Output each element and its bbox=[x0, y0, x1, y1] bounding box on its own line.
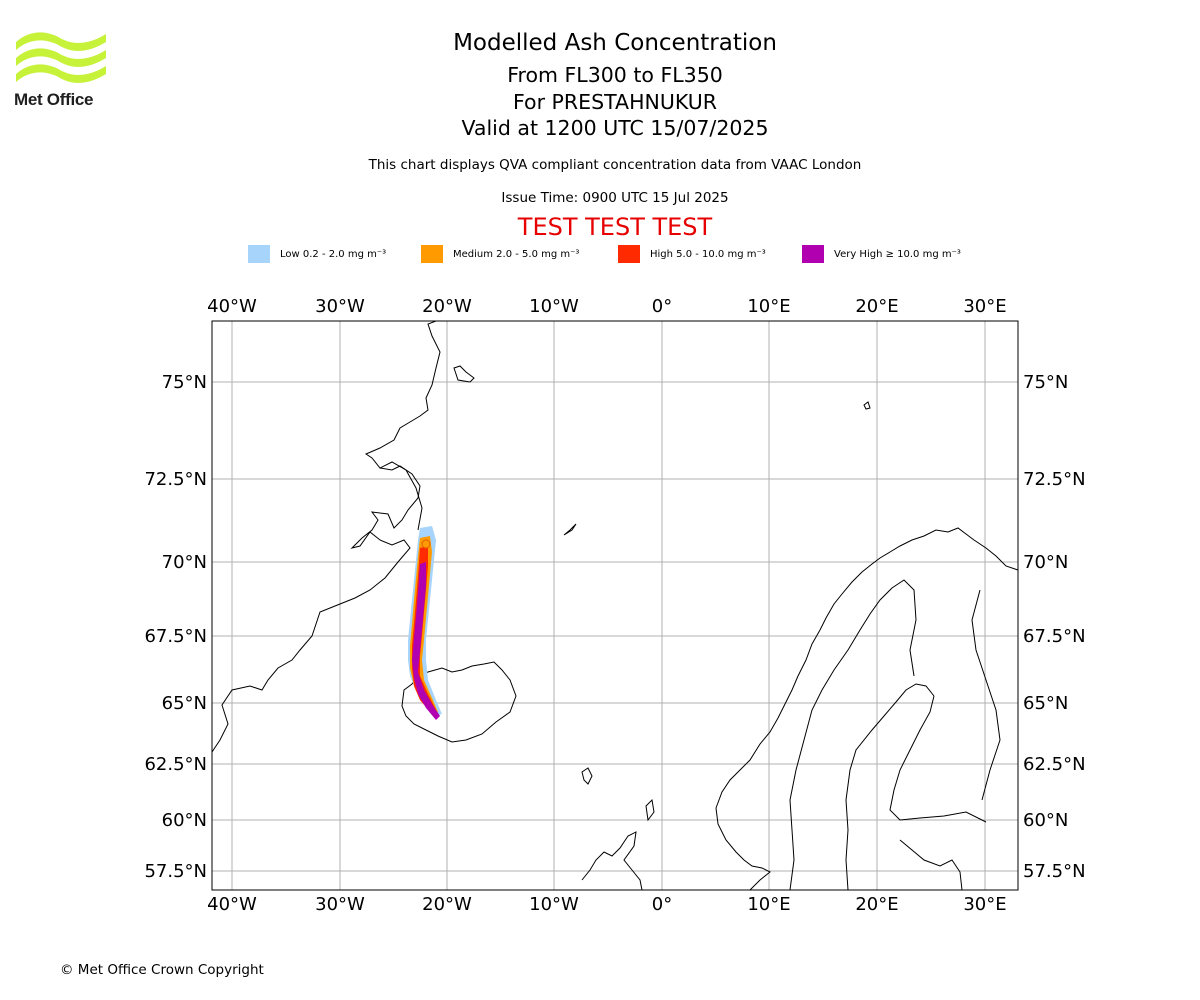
lat-tick-label-right: 65°N bbox=[1023, 693, 1068, 714]
qva-note: This chart displays QVA compliant concen… bbox=[368, 157, 862, 173]
lon-tick-label-top: 20°W bbox=[422, 296, 472, 317]
lat-tick-label-left: 70°N bbox=[162, 552, 207, 573]
flight-level-range: From FL300 to FL350 bbox=[507, 63, 723, 87]
graticule bbox=[212, 321, 1018, 890]
lon-tick-label-top: 0° bbox=[652, 296, 672, 317]
legend-label-high: High 5.0 - 10.0 mg m⁻³ bbox=[650, 248, 766, 260]
met-office-logo: Met Office bbox=[14, 30, 108, 112]
coast-greenland-fjord bbox=[379, 461, 423, 531]
legend-item-low: Low 0.2 - 2.0 mg m⁻³ bbox=[248, 244, 386, 264]
legend-label-very-high: Very High ≥ 10.0 mg m⁻³ bbox=[834, 248, 961, 260]
legend: Low 0.2 - 2.0 mg m⁻³ Medium 2.0 - 5.0 mg… bbox=[0, 244, 1200, 264]
logo-text: Met Office bbox=[14, 90, 94, 109]
coast-shetland bbox=[645, 798, 655, 822]
legend-item-high: High 5.0 - 10.0 mg m⁻³ bbox=[618, 244, 766, 264]
border-finland-russia bbox=[971, 589, 1001, 801]
lon-tick-label-bottom: 10°W bbox=[529, 894, 579, 915]
coast-baltic-east bbox=[899, 839, 963, 890]
test-banner: TEST TEST TEST bbox=[517, 213, 713, 241]
lon-tick-label-top: 30°W bbox=[315, 296, 365, 317]
lat-tick-label-left: 57.5°N bbox=[144, 861, 207, 882]
coast-jan-mayen bbox=[563, 523, 577, 536]
lon-tick-label-top: 10°W bbox=[529, 296, 579, 317]
legend-swatch-high bbox=[618, 245, 640, 263]
map-frame bbox=[211, 320, 1019, 891]
latitude-labels-left: 75°N 72.5°N 70°N 67.5°N 65°N 62.5°N 60°N 57.5°N bbox=[144, 372, 207, 882]
lat-tick-label-right: 57.5°N bbox=[1023, 861, 1086, 882]
ash-very-high bbox=[412, 562, 440, 720]
longitude-labels-bottom: 40°W 30°W 20°W 10°W 0° 10°E 20°E 30°E bbox=[207, 894, 1006, 915]
coast-faroe bbox=[581, 767, 593, 785]
legend-swatch-very-high bbox=[802, 245, 824, 263]
coast-finland bbox=[889, 695, 987, 823]
lon-tick-label-top: 40°W bbox=[207, 296, 257, 317]
legend-swatch-low bbox=[248, 245, 270, 263]
copyright: © Met Office Crown Copyright bbox=[60, 962, 264, 978]
lat-tick-label-right: 62.5°N bbox=[1023, 754, 1086, 775]
volcano-source-marker bbox=[421, 539, 431, 549]
coast-bear-island bbox=[863, 401, 871, 410]
legend-item-very-high: Very High ≥ 10.0 mg m⁻³ bbox=[802, 244, 961, 264]
met-office-waves-icon bbox=[16, 32, 106, 83]
legend-swatch-medium bbox=[421, 245, 443, 263]
coast-greenland-island bbox=[453, 365, 475, 383]
lon-tick-label-bottom: 30°E bbox=[963, 894, 1006, 915]
volcano-name: For PRESTAHNUKUR bbox=[513, 90, 717, 114]
coast-scotland bbox=[581, 831, 643, 890]
coast-baltic-west bbox=[845, 683, 935, 890]
map-background bbox=[212, 321, 1018, 890]
lon-tick-label-bottom: 20°E bbox=[855, 894, 898, 915]
ash-plume bbox=[408, 526, 442, 720]
legend-item-medium: Medium 2.0 - 5.0 mg m⁻³ bbox=[421, 244, 579, 264]
coast-scandinavia bbox=[715, 527, 1018, 890]
lat-tick-label-left: 65°N bbox=[162, 693, 207, 714]
lat-tick-label-right: 75°N bbox=[1023, 372, 1068, 393]
latitude-labels-right: 75°N 72.5°N 70°N 67.5°N 65°N 62.5°N 60°N 57.5°N bbox=[1023, 372, 1086, 882]
issue-time: Issue Time: 0900 UTC 15 Jul 2025 bbox=[501, 190, 729, 206]
lon-tick-label-top: 10°E bbox=[747, 296, 790, 317]
longitude-labels-top: 40°W 30°W 20°W 10°W 0° 10°E 20°E 30°E bbox=[207, 296, 1006, 317]
lat-tick-label-right: 70°N bbox=[1023, 552, 1068, 573]
lat-tick-label-left: 62.5°N bbox=[144, 754, 207, 775]
chart-title: Modelled Ash Concentration bbox=[453, 30, 777, 56]
border-norway-sweden bbox=[789, 579, 917, 890]
legend-label-low: Low 0.2 - 2.0 mg m⁻³ bbox=[280, 248, 387, 260]
coast-iceland bbox=[401, 661, 517, 743]
lat-tick-label-right: 67.5°N bbox=[1023, 626, 1086, 647]
lat-tick-label-right: 60°N bbox=[1023, 810, 1068, 831]
lon-tick-label-bottom: 0° bbox=[652, 894, 672, 915]
lon-tick-label-bottom: 30°W bbox=[315, 894, 365, 915]
lon-tick-label-bottom: 10°E bbox=[747, 894, 790, 915]
lat-tick-label-left: 72.5°N bbox=[144, 469, 207, 490]
legend-label-medium: Medium 2.0 - 5.0 mg m⁻³ bbox=[453, 248, 580, 260]
lat-tick-label-left: 60°N bbox=[162, 810, 207, 831]
lon-tick-label-bottom: 40°W bbox=[207, 894, 257, 915]
lat-tick-label-right: 72.5°N bbox=[1023, 469, 1086, 490]
lon-tick-label-bottom: 20°W bbox=[422, 894, 472, 915]
valid-time: Valid at 1200 UTC 15/07/2025 bbox=[461, 116, 769, 140]
lon-tick-label-top: 30°E bbox=[963, 296, 1006, 317]
lat-tick-label-left: 67.5°N bbox=[144, 626, 207, 647]
ash-map: 40°W 30°W 20°W 10°W 0° 10°E 20°E 30°E 40°W 30°W 2… bbox=[144, 296, 1086, 915]
lat-tick-label-left: 75°N bbox=[162, 372, 207, 393]
lon-tick-label-top: 20°E bbox=[855, 296, 898, 317]
coastlines bbox=[212, 321, 1018, 890]
coast-greenland bbox=[212, 321, 441, 753]
